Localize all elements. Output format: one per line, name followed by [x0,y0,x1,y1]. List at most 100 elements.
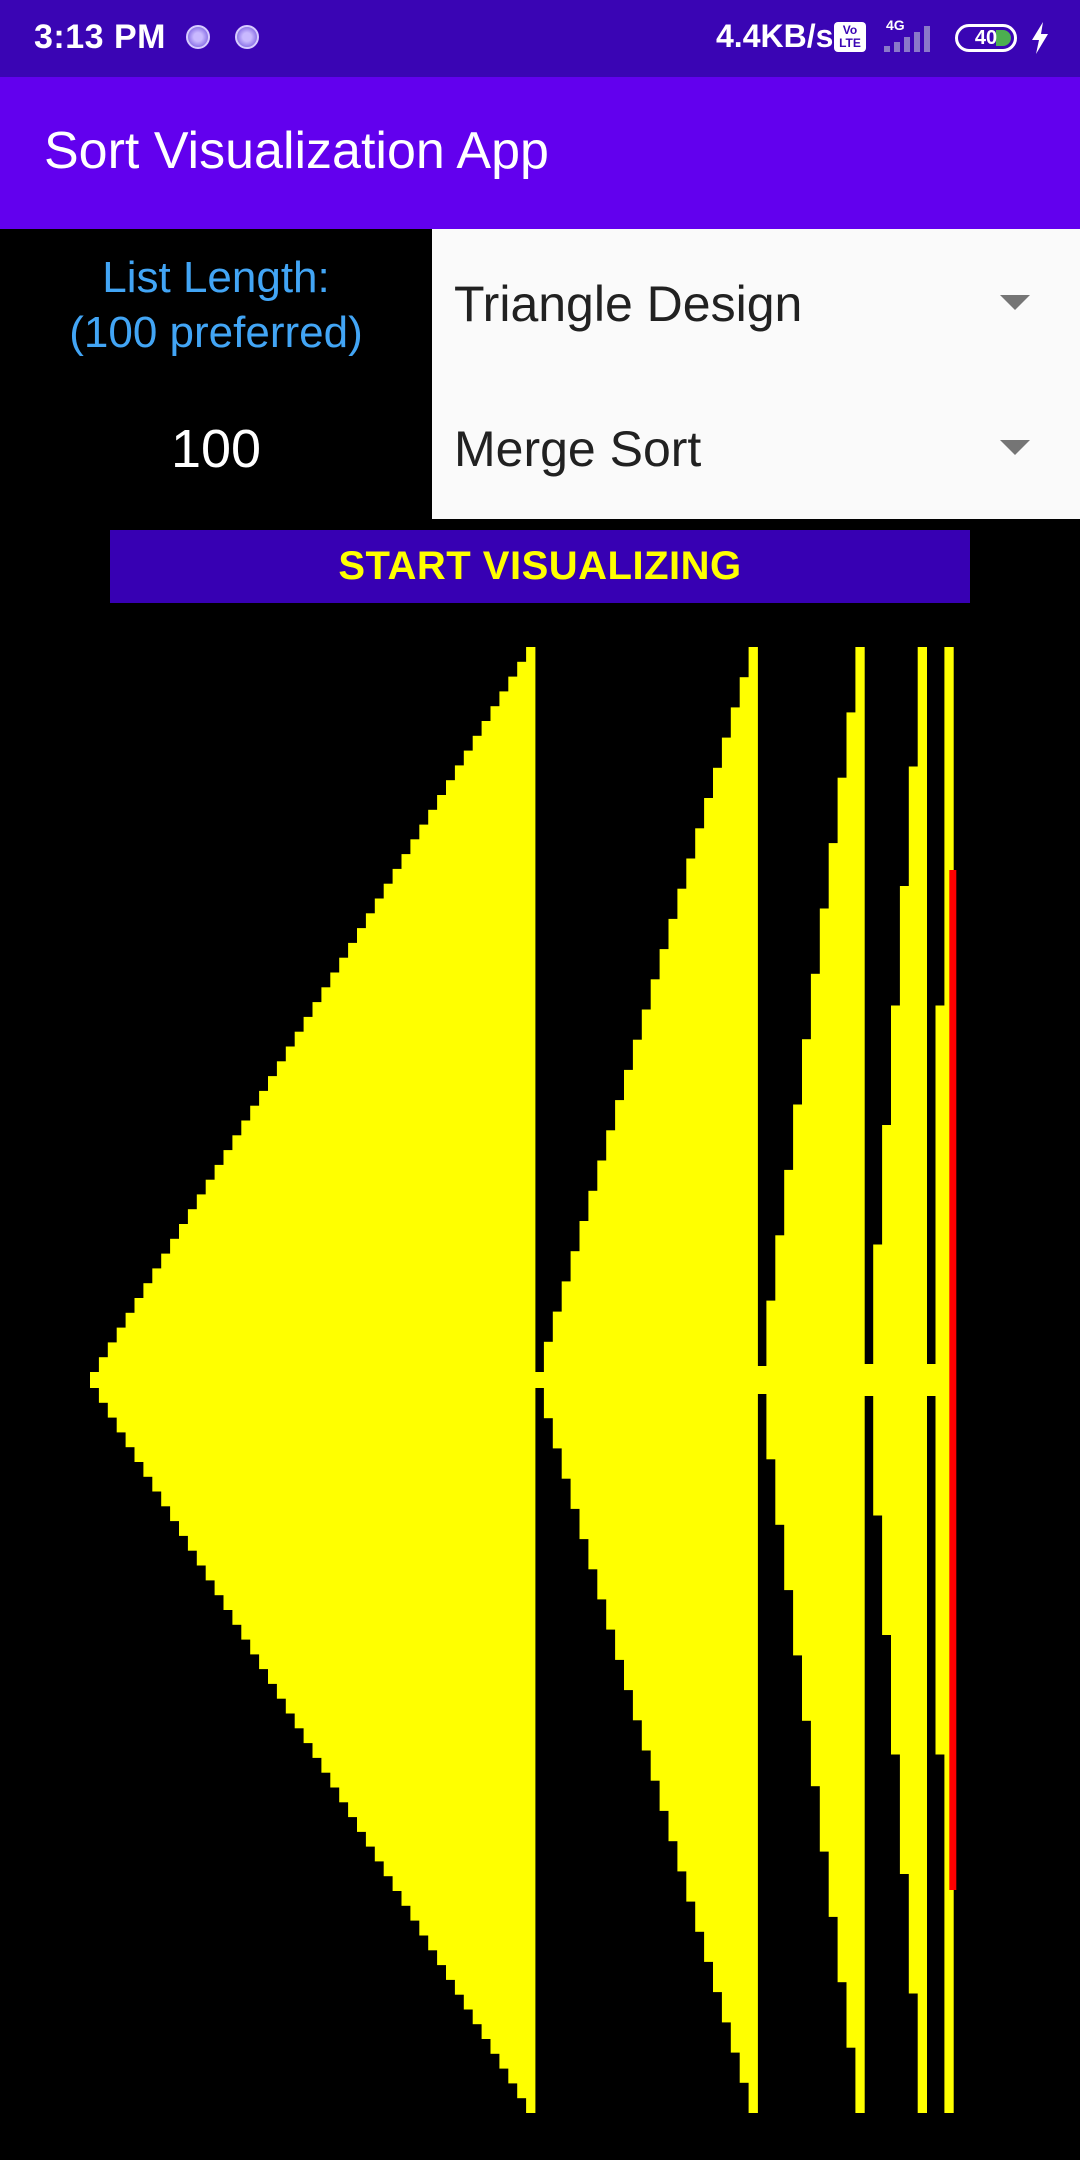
sort-bar [143,1283,153,1477]
sort-bar [179,1224,189,1536]
app-bar: Sort Visualization App [0,77,1080,229]
sort-bar [419,824,429,1936]
sort-bar [917,647,927,2113]
dropdown-arrow-icon [1000,295,1030,310]
sort-bar [793,1104,803,1656]
sort-bar [526,647,536,2113]
sort-bar [321,987,331,1773]
sort-bar [668,918,678,1842]
notification-icon [186,25,210,49]
sort-bar [588,1190,598,1570]
volte-icon: Vo LTE [834,22,866,52]
sort-bar [241,1120,251,1640]
algorithm-spinner[interactable]: Merge Sort [432,374,1080,519]
sort-bar [223,1150,233,1610]
sort-bar [508,676,518,2084]
sort-bar [606,1130,616,1630]
sort-bar [579,1221,589,1540]
sort-bar [481,721,491,2039]
sort-bar [196,1194,207,1566]
sort-bar [250,1105,260,1655]
sort-bar [401,854,411,1906]
sort-bar [98,1357,109,1403]
charging-bolt-icon [1032,22,1048,54]
sort-bar [187,1209,198,1551]
list-length-label: List Length: (100 preferred) [69,253,363,357]
app-title: Sort Visualization App [44,122,549,180]
triangle-bars [90,647,957,2113]
sort-bar [107,1342,118,1418]
sort-bar [276,1061,287,1699]
sort-bar [739,677,749,2083]
network-type-label: 4G [886,17,905,33]
sort-bar [632,1039,643,1721]
sort-bar [330,972,340,1788]
sort-bar [615,1100,625,1660]
sort-bar [730,707,741,2053]
sort-bar [926,1364,936,1396]
sort-bar [784,1169,794,1591]
sort-bar [383,883,393,1877]
sort-bar [908,766,919,1994]
sort-bar [446,780,456,1980]
sort-bar [365,913,376,1847]
sort-bar [641,1009,652,1751]
battery-level: 40 [974,27,998,49]
sort-bar [552,1311,563,1449]
sort-bar [428,809,438,1951]
sort-bar [454,765,465,1995]
notification-icon [235,25,259,49]
sort-bar [392,868,402,1891]
sort-bar [873,1244,883,1516]
status-bar: 3:13 PM 4.4KB/s Vo LTE 4G 40 [0,0,1080,77]
sort-bar [90,1372,100,1388]
sort-bar [499,691,509,2069]
sort-bar [490,706,500,2054]
sort-bar [116,1327,126,1433]
sort-bar [704,798,714,1962]
sort-bar [152,1268,162,1492]
sort-bar [846,712,856,2048]
sort-bar [695,828,705,1932]
signal-icon [884,26,940,52]
design-spinner-value: Triangle Design [454,276,803,332]
sort-bar [410,839,420,1921]
list-length-input[interactable] [0,418,432,480]
sort-bar [348,942,358,1818]
start-visualizing-button[interactable]: START VISUALIZING [110,530,970,603]
dropdown-arrow-icon [1000,440,1030,455]
sort-bar [944,647,954,2113]
sort-bar [214,1164,224,1596]
sort-bar [882,1125,892,1635]
sort-bar [570,1251,580,1509]
sort-bar [757,1366,767,1394]
sort-bar [775,1235,785,1525]
battery-icon: 40 [955,24,1017,52]
sort-bar [472,735,482,2025]
sort-bar [303,1016,313,1744]
sort-bar [339,957,349,1803]
design-spinner[interactable]: Triangle Design [432,229,1080,374]
sort-bar [170,1238,180,1522]
sort-bar [543,1341,554,1419]
sort-bar [828,843,838,1917]
sort-bar [597,1160,607,1600]
sort-bar [855,647,865,2113]
sort-bar [864,1364,874,1396]
sort-bar [268,1076,278,1684]
sort-bar [837,777,847,1983]
sort-bar [285,1046,296,1714]
sort-bar [535,1372,545,1388]
sort-bar [810,973,821,1787]
sort-bar [374,898,385,1862]
sort-bar [357,928,367,1832]
sort-bar [677,888,687,1872]
sort-bar [125,1312,135,1448]
algorithm-spinner-value: Merge Sort [454,421,702,477]
sort-bar [891,1005,901,1755]
sort-bar [463,750,474,2010]
sort-bar [721,737,732,2023]
sort-bar [205,1179,215,1581]
sort-bar [259,1090,269,1670]
sort-bar [802,1039,812,1721]
